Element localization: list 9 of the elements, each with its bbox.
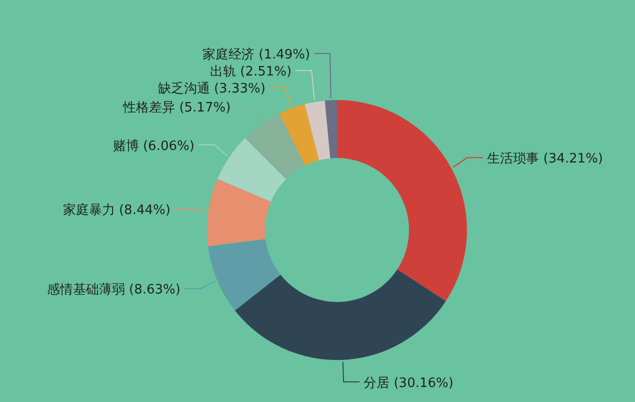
slice-label: 家庭经济 (1.49%): [202, 46, 310, 63]
slice-label: 赌博 (6.06%): [112, 138, 194, 154]
slice-label: 感情基础薄弱 (8.63%): [46, 282, 180, 298]
slice-label: 生活琐事 (34.21%): [487, 152, 604, 167]
slice-label: 出轨 (2.51%): [210, 64, 292, 80]
slice-label: 性格差异 (5.17%): [122, 100, 231, 116]
slice-label: 家庭暴力 (8.44%): [62, 202, 170, 218]
slice-label: 缺乏沟通 (3.33%): [158, 82, 266, 97]
slice-label: 分居 (30.16%): [364, 376, 454, 391]
